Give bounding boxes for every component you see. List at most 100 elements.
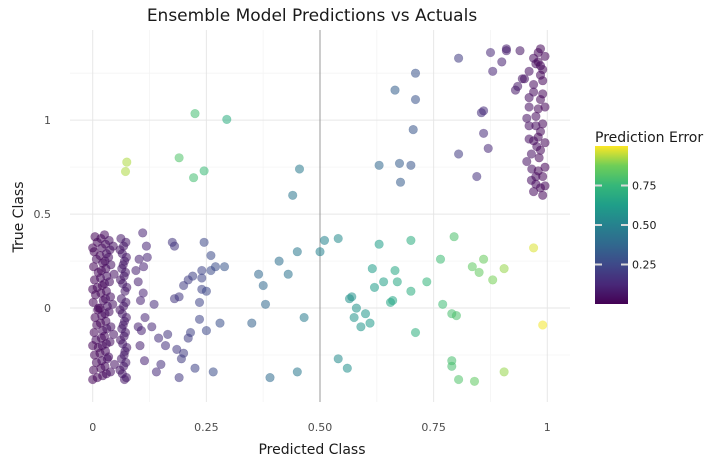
- data-point: [194, 314, 205, 324]
- data-point: [109, 359, 120, 370]
- data-point: [121, 357, 131, 368]
- data-point: [499, 367, 509, 377]
- data-point: [179, 280, 189, 291]
- data-point: [188, 271, 198, 281]
- data-point: [528, 243, 539, 253]
- colorbar-ticks: 0.25 0.50 0.75: [595, 180, 657, 272]
- data-point: [108, 241, 118, 251]
- data-point: [174, 153, 184, 163]
- data-point: [528, 187, 539, 197]
- data-point: [103, 352, 114, 362]
- data-point: [179, 348, 189, 358]
- data-point: [133, 277, 143, 287]
- data-point: [206, 265, 216, 276]
- data-point: [410, 327, 421, 338]
- data-point: [333, 354, 343, 364]
- data-point: [522, 156, 532, 167]
- data-point: [115, 275, 126, 285]
- data-point: [89, 327, 99, 338]
- data-point: [106, 260, 116, 270]
- data-point: [172, 344, 182, 355]
- data-point: [347, 292, 357, 302]
- data-point: [538, 89, 548, 99]
- data-point: [451, 311, 462, 321]
- data-point: [283, 269, 293, 279]
- data-point: [288, 190, 298, 200]
- colorbar-tick-label: 0.50: [632, 219, 657, 232]
- x-tick-label: 0.50: [308, 421, 333, 434]
- data-point: [535, 61, 546, 71]
- x-tick-label: 0: [89, 421, 96, 434]
- data-point: [472, 171, 482, 182]
- data-point: [410, 94, 421, 105]
- data-point: [108, 329, 119, 340]
- data-point: [88, 374, 98, 385]
- data-point: [351, 303, 362, 313]
- data-point: [208, 367, 218, 377]
- data-point: [454, 374, 464, 385]
- data-point: [139, 262, 149, 272]
- data-point: [88, 284, 98, 294]
- data-point: [121, 297, 131, 308]
- data-point: [379, 277, 389, 287]
- data-point: [215, 318, 225, 328]
- data-point: [499, 264, 509, 274]
- data-point: [141, 241, 151, 251]
- data-point: [524, 66, 534, 76]
- data-point: [299, 312, 309, 323]
- data-point: [121, 373, 131, 383]
- data-point: [115, 365, 125, 375]
- data-point: [395, 177, 406, 187]
- data-point: [540, 162, 550, 172]
- data-point: [474, 267, 484, 278]
- data-point: [201, 326, 211, 336]
- x-tick-label: 1: [544, 421, 551, 434]
- data-point: [131, 265, 141, 276]
- data-point: [104, 307, 114, 317]
- data-point: [120, 166, 131, 177]
- data-point: [106, 322, 116, 332]
- data-point: [447, 361, 457, 371]
- data-point: [374, 239, 384, 249]
- data-point: [105, 367, 116, 377]
- data-point: [501, 46, 512, 56]
- data-point: [136, 326, 146, 336]
- data-point: [360, 309, 371, 319]
- data-point: [109, 269, 119, 279]
- data-point: [479, 106, 489, 116]
- x-axis-title: Predicted Class: [258, 442, 365, 458]
- data-point: [369, 282, 380, 293]
- data-point: [88, 297, 98, 308]
- data-point: [406, 235, 416, 245]
- data-point: [88, 262, 99, 272]
- data-point: [138, 228, 148, 238]
- data-point: [197, 273, 207, 283]
- data-point: [115, 335, 126, 345]
- data-point: [406, 160, 416, 170]
- data-point: [356, 322, 366, 332]
- y-tick-label: 1: [44, 114, 51, 127]
- colorbar-tick-label: 0.25: [632, 259, 657, 272]
- data-point: [454, 53, 464, 63]
- data-point: [469, 376, 480, 386]
- data-point: [260, 299, 271, 309]
- data-point: [540, 138, 550, 148]
- data-point: [160, 341, 171, 351]
- data-point: [108, 299, 118, 309]
- data-point: [183, 333, 193, 343]
- data-point: [528, 79, 539, 90]
- data-point: [118, 320, 128, 330]
- data-point: [88, 243, 98, 253]
- data-point: [333, 233, 343, 244]
- data-point: [485, 47, 496, 58]
- data-point: [139, 356, 150, 366]
- data-point: [254, 269, 264, 279]
- data-point: [292, 247, 302, 257]
- data-point: [533, 47, 543, 58]
- data-point: [118, 260, 128, 270]
- data-point: [524, 92, 534, 103]
- data-point: [247, 318, 257, 328]
- data-point: [120, 267, 131, 278]
- data-point: [342, 363, 352, 373]
- data-point: [479, 254, 489, 264]
